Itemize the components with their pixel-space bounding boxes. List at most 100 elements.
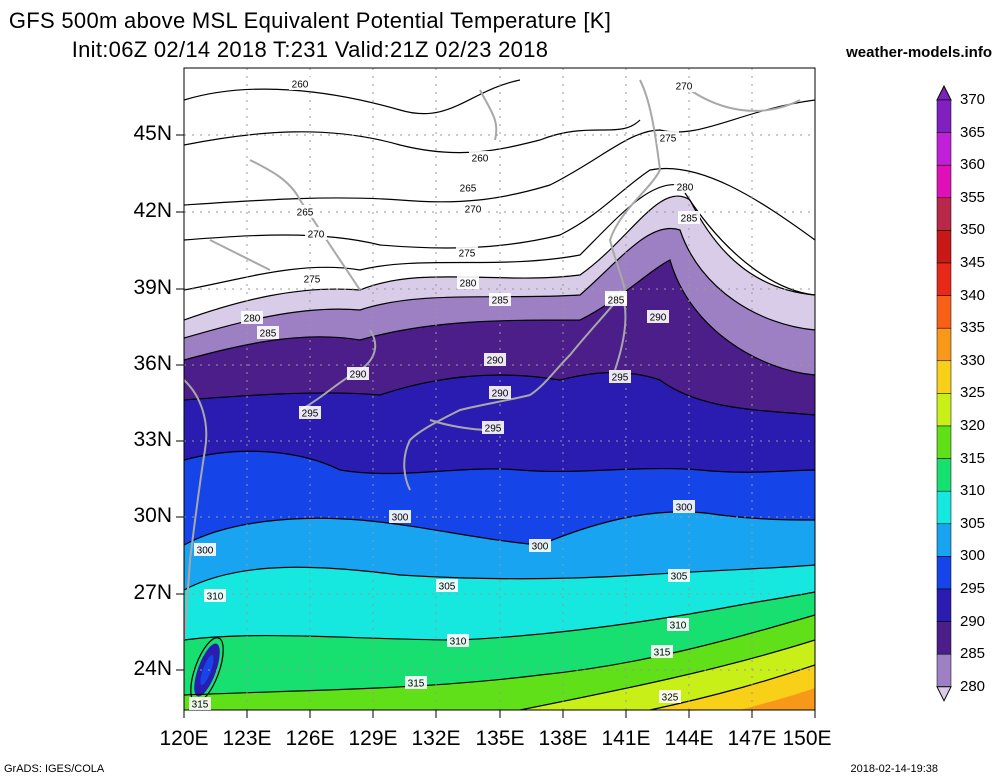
contour-label: 270 [676, 82, 693, 93]
contour-label: 285 [681, 214, 698, 225]
lon-label: 123E [222, 727, 272, 750]
colorbar-arrow-top [936, 84, 952, 101]
contour-label: 300 [676, 503, 693, 514]
lon-label: 135E [475, 727, 525, 750]
contour-label: 305 [671, 572, 688, 583]
colorbar-swatch [936, 132, 952, 166]
contour-label: 290 [650, 313, 667, 324]
contour-label: 325 [662, 693, 679, 704]
colorbar-swatch [936, 262, 952, 296]
colorbar-label: 365 [960, 123, 986, 141]
contour-label: 310 [670, 621, 687, 632]
lon-label: 144E [664, 727, 714, 750]
contour-label: 260 [292, 80, 309, 91]
colorbar-label: 370 [960, 91, 986, 108]
colorbar-label: 310 [960, 482, 986, 500]
colorbar-swatch [936, 653, 952, 688]
colorbar-label: 300 [960, 547, 986, 565]
contour-label: 295 [485, 424, 502, 435]
colorbar-swatch [936, 425, 952, 459]
contour-label: 300 [197, 546, 214, 557]
lon-label: 150E [782, 727, 832, 750]
colorbar-swatch [936, 393, 952, 427]
lon-label: 138E [538, 727, 588, 750]
colorbar-arrow-bottom [936, 686, 952, 702]
lon-label: 132E [411, 727, 461, 750]
lat-label: 24N [133, 657, 172, 680]
footer-timestamp: 2018-02-14-19:38 [850, 763, 938, 775]
colorbar-label: 320 [960, 417, 986, 434]
colorbar-swatch [936, 621, 952, 655]
contour-label: 300 [392, 513, 409, 524]
contour-label: 275 [459, 249, 476, 260]
lat-label: 45N [133, 122, 172, 145]
colorbar-label: 285 [960, 645, 986, 663]
colorbar-swatch [936, 490, 952, 525]
chart-subtitle: Init:06Z 02/14 2018 T:231 Valid:21Z 02/2… [71, 37, 549, 62]
colorbar-swatch [936, 556, 952, 590]
contour-label: 280 [460, 279, 477, 290]
colorbar-swatch [936, 197, 952, 231]
colorbar-swatch [936, 588, 952, 622]
contour-label: 270 [308, 230, 325, 241]
contour-label: 305 [439, 582, 456, 593]
colorbar-swatch [936, 458, 952, 492]
colorbar-label: 325 [960, 384, 986, 402]
colorbar-label: 305 [960, 514, 986, 532]
colorbar-swatch [936, 295, 952, 329]
lon-label: 126E [285, 727, 335, 750]
contour-label: 315 [192, 700, 209, 711]
lon-label: 120E [159, 727, 209, 750]
colorbar-label: 330 [960, 351, 986, 369]
chart-title: GFS 500m above MSL Equivalent Potential … [8, 8, 612, 33]
colorbar-label: 315 [960, 449, 986, 467]
contour-label: 285 [492, 296, 509, 307]
contour-label: 315 [654, 648, 671, 659]
contour-label: 290 [487, 356, 504, 367]
contour-label: 310 [207, 592, 224, 603]
contour-label: 295 [302, 409, 319, 420]
contour-label: 285 [260, 329, 277, 340]
contour-label: 265 [297, 208, 314, 219]
colorbar-swatch [936, 99, 952, 133]
contour-label: 280 [244, 314, 261, 325]
lon-label: 129E [348, 727, 398, 750]
contour-label: 310 [450, 637, 467, 648]
contour-label: 275 [304, 275, 321, 286]
contour-label: 315 [408, 679, 425, 690]
contour-label: 290 [492, 389, 509, 400]
contour-label: 285 [608, 296, 625, 307]
footer-credit: GrADS: IGES/COLA [4, 763, 105, 775]
lat-label: 39N [133, 276, 172, 299]
lat-label: 27N [133, 581, 172, 604]
contour-label: 260 [472, 154, 489, 165]
contour-label: 300 [532, 542, 549, 553]
colorbar-label: 355 [960, 188, 986, 206]
lat-label: 33N [133, 428, 172, 451]
contour-label: 280 [677, 183, 694, 194]
contour-label: 290 [350, 370, 367, 381]
colorbar-swatch [936, 230, 952, 264]
lon-label: 147E [727, 727, 777, 750]
colorbar-swatch [936, 523, 952, 557]
lat-label: 36N [133, 352, 172, 375]
colorbar-label: 345 [960, 254, 986, 271]
colorbar-label: 295 [960, 580, 986, 597]
lon-label: 141E [601, 727, 651, 750]
colorbar-label: 280 [960, 677, 986, 695]
contour-label: 270 [465, 205, 482, 216]
colorbar-label: 340 [960, 286, 986, 304]
band-330 [650, 665, 815, 710]
colorbar-label: 290 [960, 612, 986, 630]
colorbar-swatch [936, 164, 952, 199]
lat-label: 42N [133, 199, 172, 222]
colorbar-swatch [936, 327, 952, 362]
lat-label: 30N [133, 504, 172, 527]
contour-label: 265 [460, 184, 477, 195]
colorbar-label: 335 [960, 319, 986, 337]
colorbar-label: 350 [960, 221, 986, 239]
contour-label: 275 [660, 134, 677, 145]
site-label: weather-models.info [846, 44, 992, 61]
colorbar-swatch [936, 360, 952, 394]
